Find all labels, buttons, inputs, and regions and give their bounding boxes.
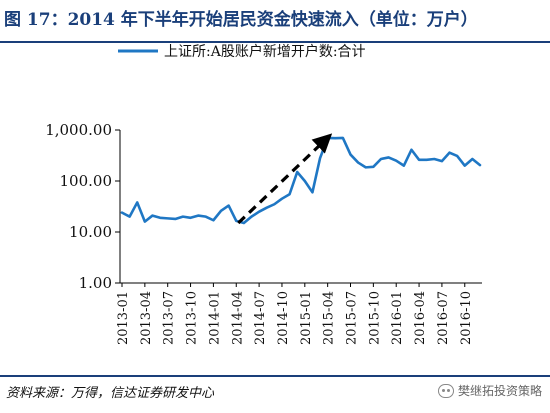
annotations <box>237 133 333 225</box>
x-tick-label: 2014-04 <box>230 291 245 345</box>
y-tick-label: 1.00 <box>79 274 112 292</box>
source-note: 资料来源：万得，信达证券研发中心 <box>6 386 215 401</box>
legend-label: 上证所:A股账户新增开户数:合计 <box>164 43 366 60</box>
x-tick-label: 2016-07 <box>436 291 451 345</box>
x-tick-label: 2016-01 <box>390 291 405 345</box>
x-tick-label: 2013-10 <box>185 291 200 345</box>
x-tick-label: 2014-10 <box>276 291 291 345</box>
x-tick-label: 2013-01 <box>116 291 131 345</box>
y-tick-label: 10.00 <box>69 223 112 241</box>
series-line <box>120 136 482 225</box>
x-tick-label: 2015-01 <box>299 291 314 345</box>
x-tick-label: 2016-10 <box>459 291 474 345</box>
title-rule <box>0 41 550 43</box>
x-tick-labels: 2013-01 2013-04 2013-07 2013-10 2014-01 2014-… <box>116 283 474 345</box>
legend: 上证所:A股账户新增开户数:合计 <box>118 43 366 60</box>
y-tick-label: 100.00 <box>60 172 113 190</box>
x-tick-label: 2015-10 <box>367 291 382 345</box>
y-tick-labels: 1.00 10.00 100.00 1,000.00 <box>45 121 120 292</box>
x-tick-label: 2014-01 <box>207 291 222 345</box>
y-tick-label: 1,000.00 <box>45 121 112 139</box>
x-tick-label: 2016-04 <box>413 291 428 345</box>
watermark: 樊继拓投资策略 <box>437 382 542 399</box>
x-tick-label: 2015-04 <box>322 291 337 345</box>
wechat-icon <box>437 383 454 398</box>
x-tick-label: 2013-07 <box>162 291 177 345</box>
x-tick-label: 2015-07 <box>345 291 360 345</box>
axes <box>119 130 482 284</box>
line-chart: 上证所:A股账户新增开户数:合计 1.00 10.00 100.00 1,000.00… <box>45 43 482 345</box>
x-tick-label: 2013-04 <box>139 291 154 345</box>
x-tick-label: 2014-07 <box>253 291 268 345</box>
bottom-rule <box>0 375 550 377</box>
dashed-arrow <box>237 133 333 225</box>
figure-title: 图 17：2014 年下半年开始居民资金快速流入（单位：万户） <box>4 10 478 30</box>
watermark-text: 樊继拓投资策略 <box>457 384 542 398</box>
series-line-group <box>120 136 482 225</box>
